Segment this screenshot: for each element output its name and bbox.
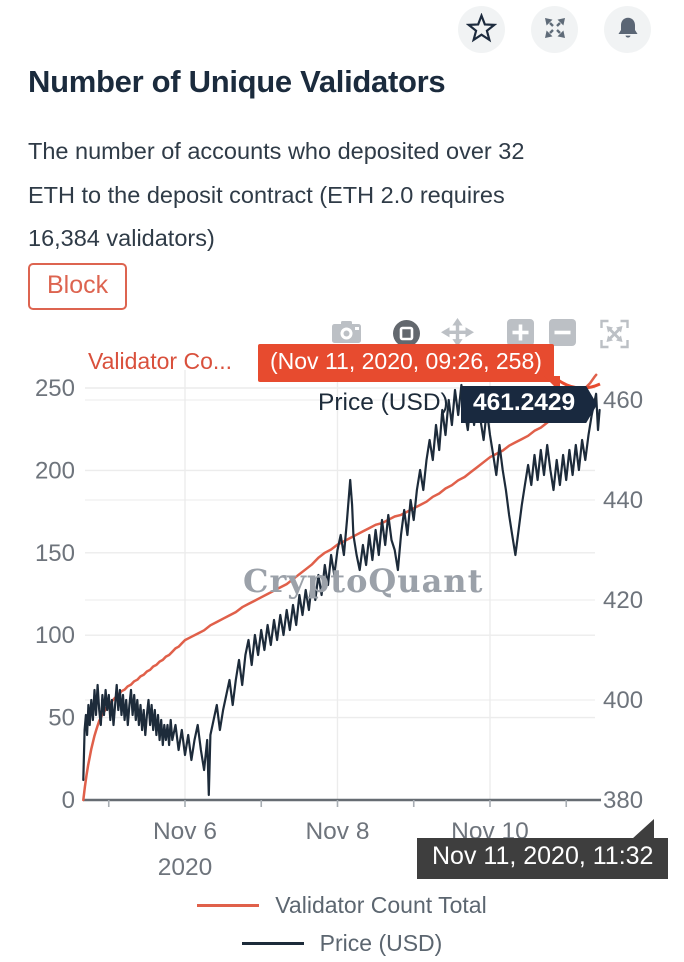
svg-text:150: 150 xyxy=(35,540,75,567)
svg-text:100: 100 xyxy=(35,622,75,649)
price-series-label: Price (USD) xyxy=(318,389,449,416)
bell-icon xyxy=(614,14,642,45)
pan-icon[interactable] xyxy=(440,318,475,353)
svg-text:200: 200 xyxy=(35,457,75,484)
zoom-out-icon[interactable] xyxy=(548,318,577,352)
description-line-3: 16,384 validators) xyxy=(28,225,215,251)
time-axis-tooltip: Nov 11, 2020, 11:32 xyxy=(417,819,669,879)
svg-text:250: 250 xyxy=(35,375,75,402)
svg-text:Nov 6: Nov 6 xyxy=(153,818,217,845)
restore-icon[interactable] xyxy=(391,318,422,354)
svg-text:2020: 2020 xyxy=(158,854,213,881)
legend-item-price[interactable]: Price (USD) xyxy=(0,924,684,962)
description-line-1: The number of accounts who deposited ove… xyxy=(28,138,525,164)
expand-arrows-icon xyxy=(541,14,569,45)
chart-legend: Validator Count Total Price (USD) xyxy=(0,886,684,962)
svg-text:0: 0 xyxy=(62,787,75,814)
star-icon xyxy=(465,12,498,46)
cryptoquant-watermark: CryptoQuant xyxy=(243,562,484,600)
legend-label-price: Price (USD) xyxy=(319,929,443,956)
camera-icon[interactable] xyxy=(330,318,363,351)
price-value-badge: 461.2429 xyxy=(461,386,597,423)
notifications-button[interactable] xyxy=(604,6,651,53)
svg-text:460: 460 xyxy=(603,387,643,414)
category-tag-block[interactable]: Block xyxy=(28,263,128,310)
page-description: The number of accounts who deposited ove… xyxy=(28,130,668,261)
favorite-button[interactable] xyxy=(458,6,505,53)
description-line-2: ETH to the deposit contract (ETH 2.0 req… xyxy=(28,181,505,208)
legend-label-validator: Validator Count Total xyxy=(275,891,487,918)
series-label-validator-count: Validator Co... xyxy=(88,348,233,374)
svg-text:Nov 8: Nov 8 xyxy=(305,818,369,845)
legend-swatch-price xyxy=(241,941,304,945)
svg-text:420: 420 xyxy=(603,587,643,614)
svg-text:400: 400 xyxy=(603,687,643,714)
legend-item-validator-count[interactable]: Validator Count Total xyxy=(0,886,684,924)
page-title: Number of Unique Validators xyxy=(28,64,446,99)
legend-swatch-validator xyxy=(197,903,260,907)
svg-text:440: 440 xyxy=(603,487,643,514)
svg-text:380: 380 xyxy=(603,787,643,814)
svg-text:50: 50 xyxy=(48,705,75,732)
zoom-in-icon[interactable] xyxy=(506,318,535,352)
datapoint-tooltip: (Nov 11, 2020, 09:26, 258) xyxy=(258,344,560,392)
reset-zoom-icon[interactable] xyxy=(598,318,631,355)
expand-button[interactable] xyxy=(531,6,578,53)
validators-price-chart[interactable]: 0 50 100 150 200 250 380 400 420 440 460 Nov 6 2020 N… xyxy=(0,315,684,945)
